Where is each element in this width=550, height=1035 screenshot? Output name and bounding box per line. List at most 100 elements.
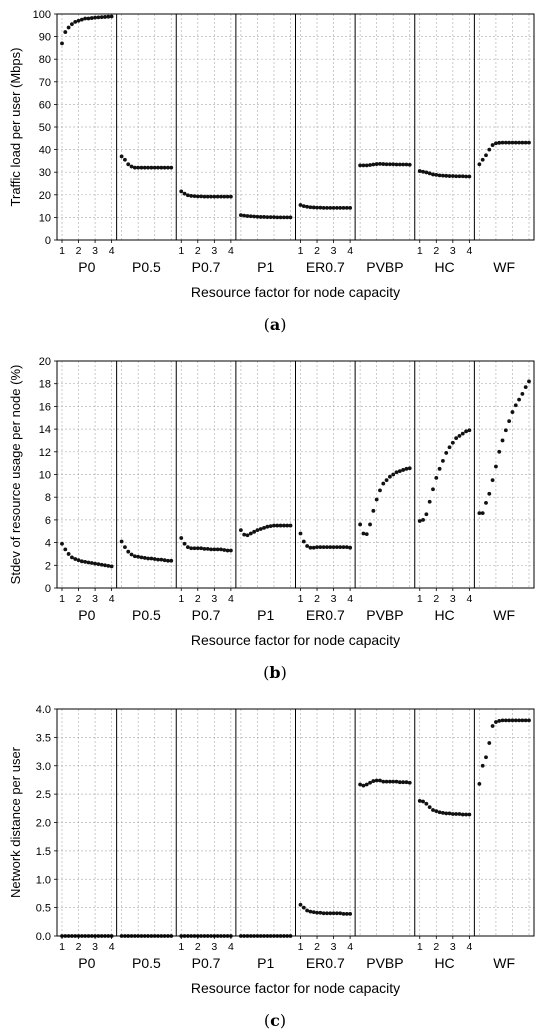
data-point-PVBP-15 [404, 466, 409, 471]
data-point-P0-1 [60, 41, 64, 46]
data-point-HC-5 [431, 487, 435, 492]
data-point-ER0.7-8 [321, 206, 326, 210]
data-point-HC-6 [434, 809, 439, 814]
data-point-P0.5-4 [129, 552, 134, 557]
data-point-P0-10 [89, 561, 94, 565]
data-point-PVBP-5 [371, 508, 376, 513]
data-point-P0-5 [73, 557, 78, 561]
data-point-HC-10 [447, 445, 452, 450]
data-point-HC-16 [467, 812, 472, 817]
data-point-PVBP-13 [397, 162, 402, 167]
panel-caption-c: (c) [264, 1011, 286, 1030]
data-point-PVBP-1 [358, 522, 363, 527]
x-tick-label: 1 [298, 593, 304, 605]
y-tick-label: 2.5 [36, 789, 51, 801]
data-point-HC-10 [447, 174, 452, 178]
data-point-P1-7 [258, 215, 263, 219]
y-tick-label: 6 [45, 515, 51, 527]
x-tick-label: 4 [109, 593, 115, 605]
data-point-P0.5-3 [126, 162, 131, 167]
data-point-PVBP-3 [364, 782, 369, 787]
data-point-P1-9 [265, 215, 270, 220]
data-point-WF-3 [484, 755, 488, 760]
y-tick-label: 0.5 [36, 903, 51, 915]
data-point-P0.5-1 [119, 539, 124, 544]
y-tick-label: 50 [39, 122, 51, 134]
x-tick-label: 3 [450, 593, 456, 605]
data-point-P0.7-5 [192, 194, 197, 199]
data-point-HC-3 [424, 801, 429, 806]
data-point-PVBP-16 [407, 780, 412, 785]
y-tick-label: 10 [39, 212, 51, 224]
group-label-P0.7: P0.7 [192, 607, 221, 623]
data-point-PVBP-13 [397, 469, 402, 473]
x-tick-label: 3 [331, 593, 337, 605]
x-tick-label: 3 [331, 245, 337, 257]
x-tick-label: 1 [298, 245, 304, 257]
x-tick-label: 1 [59, 941, 65, 953]
data-point-WF-11 [510, 140, 515, 145]
plot-frame [56, 708, 535, 937]
data-point-WF-16 [527, 140, 531, 145]
x-tick-label: 1 [417, 245, 423, 257]
data-point-HC-16 [467, 428, 472, 433]
data-point-HC-9 [444, 811, 449, 816]
data-point-HC-12 [454, 174, 459, 179]
data-point-PVBP-2 [361, 163, 366, 168]
x-tick-label: 2 [195, 245, 201, 257]
y-axis-title: Traffic load per user (Mbps) [8, 48, 23, 207]
data-point-PVBP-9 [384, 162, 389, 167]
y-tick-label: 4 [45, 538, 51, 550]
data-point-HC-4 [427, 171, 432, 176]
y-tick-label: 80 [39, 54, 51, 66]
data-point-WF-6 [494, 464, 498, 469]
data-point-HC-7 [437, 810, 442, 815]
data-point-P0-13 [99, 15, 104, 20]
data-point-ER0.7-16 [348, 911, 353, 916]
data-point-P0-1 [60, 541, 64, 546]
data-point-P0.5-4 [129, 164, 134, 169]
data-point-P0.5-10 [149, 165, 154, 170]
data-point-PVBP-3 [364, 532, 369, 536]
data-point-P1-13 [278, 215, 283, 220]
data-point-HC-1 [417, 169, 422, 173]
data-point-P1-12 [275, 523, 280, 528]
y-tick-label: 12 [39, 447, 51, 459]
data-point-P0-2 [63, 30, 68, 34]
data-point-ER0.7-2 [301, 204, 306, 209]
data-point-HC-3 [424, 170, 429, 175]
data-point-HC-7 [437, 466, 442, 471]
data-point-PVBP-16 [407, 466, 412, 471]
x-tick-label: 2 [314, 593, 320, 605]
data-point-P0.7-3 [185, 193, 190, 198]
data-point-ER0.7-15 [344, 206, 349, 210]
x-tick-label: 1 [178, 941, 184, 953]
y-tick-label: 0 [45, 583, 51, 595]
data-point-WF-15 [523, 140, 528, 145]
x-tick-label: 3 [450, 941, 456, 953]
plot-frame [56, 13, 535, 241]
data-point-HC-4 [427, 499, 432, 504]
data-point-HC-1 [417, 799, 422, 803]
data-point-P1-16 [288, 523, 293, 528]
data-point-P0.7-4 [189, 546, 194, 551]
data-point-WF-11 [510, 410, 515, 414]
data-point-WF-14 [520, 392, 525, 396]
x-tick-label: 3 [331, 941, 337, 953]
plot-frame [56, 360, 535, 589]
data-point-HC-3 [424, 512, 429, 517]
group-label-WF: WF [493, 607, 515, 623]
data-point-PVBP-9 [384, 779, 389, 784]
data-point-P0-6 [76, 558, 81, 563]
data-point-PVBP-8 [381, 779, 386, 784]
data-point-P1-16 [288, 215, 293, 220]
data-point-HC-6 [434, 173, 439, 177]
data-point-P1-8 [262, 525, 266, 530]
data-point-P0.5-9 [146, 556, 150, 561]
data-point-P0-12 [96, 15, 101, 20]
data-point-HC-12 [454, 812, 459, 816]
data-point-HC-2 [421, 799, 425, 804]
data-point-WF-8 [500, 438, 505, 443]
group-label-P0: P0 [78, 955, 95, 971]
data-point-WF-2 [480, 763, 485, 768]
